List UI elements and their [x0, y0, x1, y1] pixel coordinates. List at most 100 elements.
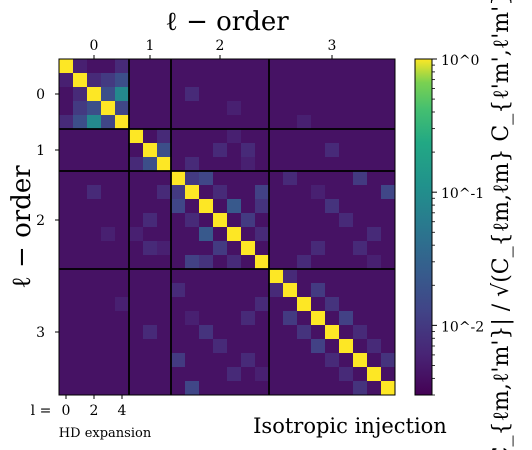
left-tick-label: 1 [36, 143, 45, 159]
heatmap-cell [367, 143, 382, 158]
heatmap-cell [87, 157, 102, 172]
heatmap-cell [101, 157, 116, 172]
heatmap-cell [241, 171, 256, 186]
heatmap-cell [115, 367, 130, 382]
heatmap-cell [143, 367, 158, 382]
heatmap-cell [269, 353, 284, 368]
heatmap-cell [59, 311, 74, 326]
heatmap-cell [367, 283, 382, 298]
heatmap-cell [73, 381, 88, 396]
heatmap-cell [339, 381, 354, 396]
heatmap-cell [213, 199, 228, 214]
heatmap-cell [199, 73, 214, 88]
heatmap-cell [213, 213, 228, 228]
top-axis-label: ℓ − order [165, 7, 289, 37]
heatmap-cell [129, 59, 144, 74]
colorbar-label: |C_{ℓm,ℓ'm'}| / √(C_{ℓm,ℓm} C_{ℓ'm',ℓ'm'… [489, 0, 514, 450]
heatmap-cell [325, 381, 340, 396]
heatmap-cell [101, 115, 116, 130]
heatmap-cell [115, 325, 130, 340]
heatmap-cell [171, 213, 186, 228]
heatmap-cell [157, 129, 172, 144]
heatmap-cell [339, 339, 354, 354]
heatmap-cell [59, 59, 74, 74]
heatmap-cell [283, 255, 298, 270]
heatmap-cell [283, 325, 298, 340]
heatmap-cell [73, 241, 88, 256]
heatmap-cell [185, 213, 200, 228]
heatmap-cell [311, 311, 326, 326]
heatmap-cell [157, 283, 172, 298]
heatmap-cell [227, 171, 242, 186]
heatmap-cell [283, 311, 298, 326]
heatmap-cell [367, 73, 382, 88]
heatmap-cell [185, 227, 200, 242]
heatmap-cell [73, 283, 88, 298]
heatmap-cell [143, 241, 158, 256]
heatmap-cell [367, 241, 382, 256]
heatmap-cell [339, 199, 354, 214]
heatmap-cell [241, 143, 256, 158]
heatmap-cell [339, 213, 354, 228]
heatmap-cell [381, 353, 396, 368]
heatmap-cell [255, 115, 270, 130]
heatmap-cell [129, 325, 144, 340]
heatmap-cell [59, 353, 74, 368]
heatmap-cell [353, 255, 368, 270]
heatmap-cell [339, 157, 354, 172]
heatmap-cell [339, 283, 354, 298]
heatmap-cell [185, 367, 200, 382]
heatmap-cell [59, 171, 74, 186]
heatmap-cell [59, 339, 74, 354]
heatmap-cell [367, 129, 382, 144]
heatmap-cell [59, 325, 74, 340]
heatmap-cell [213, 353, 228, 368]
heatmap-cell [381, 283, 396, 298]
heatmap-cell [353, 115, 368, 130]
heatmap-cell [269, 185, 284, 200]
heatmap-cell [227, 241, 242, 256]
heatmap-cell [115, 171, 130, 186]
heatmap-cell [129, 353, 144, 368]
colorbar-tick-label: 10^-2 [441, 319, 484, 335]
heatmap-cell [367, 311, 382, 326]
heatmap-cell [241, 311, 256, 326]
heatmap-cell [283, 227, 298, 242]
heatmap-cell [255, 283, 270, 298]
left-axis-label: ℓ − order [7, 165, 37, 289]
heatmap-cell [185, 311, 200, 326]
heatmap-cell [283, 283, 298, 298]
heatmap-cell [157, 311, 172, 326]
heatmap-cell [339, 297, 354, 312]
heatmap-cell [115, 185, 130, 200]
heatmap-cell [325, 339, 340, 354]
heatmap-cell [87, 283, 102, 298]
heatmap-cell [367, 255, 382, 270]
heatmap-cell [381, 227, 396, 242]
heatmap-cell [353, 157, 368, 172]
heatmap-cell [381, 143, 396, 158]
heatmap-cell [269, 73, 284, 88]
heatmap-cell [185, 129, 200, 144]
heatmap-cell [241, 59, 256, 74]
heatmap-cell [171, 157, 186, 172]
heatmap-cell [311, 297, 326, 312]
heatmap-cell [213, 157, 228, 172]
heatmap-cell [213, 143, 228, 158]
heatmap-cell [297, 171, 312, 186]
heatmap-cell [297, 311, 312, 326]
heatmap-cell [339, 311, 354, 326]
heatmap-cell [143, 199, 158, 214]
bottom-l-axis: l = 0 2 4 [31, 395, 127, 419]
heatmap-cell [241, 255, 256, 270]
isotropic-injection-annotation: Isotropic injection [253, 414, 447, 438]
heatmap-cell [269, 115, 284, 130]
heatmap-cell [269, 381, 284, 396]
heatmap-cell [101, 367, 116, 382]
heatmap-cell [227, 353, 242, 368]
heatmap-cell [87, 367, 102, 382]
heatmap-cell [283, 143, 298, 158]
heatmap-cell [87, 227, 102, 242]
heatmap-cell [255, 171, 270, 186]
heatmap-cell [185, 157, 200, 172]
